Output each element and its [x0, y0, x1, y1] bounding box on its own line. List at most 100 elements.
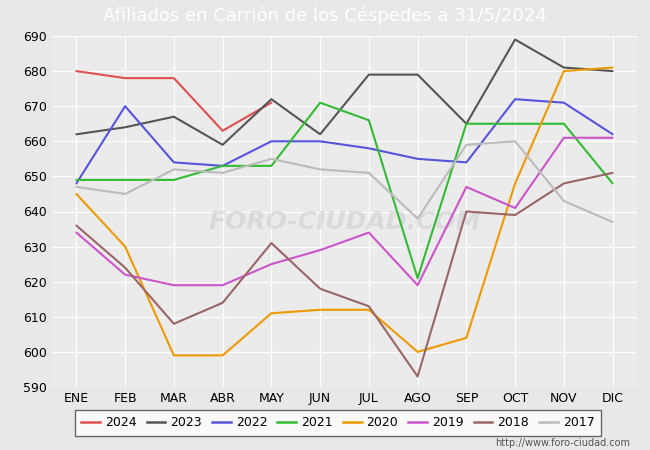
2020 [72, 191, 81, 197]
Text: FORO-CIUDAD.COM: FORO-CIUDAD.COM [208, 210, 481, 234]
2017 [72, 184, 81, 189]
2022 [560, 100, 568, 105]
2018 [413, 374, 421, 379]
2019 [316, 248, 324, 253]
2018 [218, 300, 227, 306]
2017 [463, 142, 471, 148]
2021 [218, 163, 227, 169]
2018 [365, 304, 373, 309]
2021 [170, 177, 178, 183]
2023 [72, 131, 81, 137]
2022 [170, 160, 178, 165]
2018 [316, 286, 324, 292]
2022 [365, 146, 373, 151]
2020 [511, 181, 519, 186]
Line: 2023: 2023 [77, 40, 612, 145]
2023 [121, 125, 129, 130]
2023 [268, 96, 276, 102]
2017 [365, 170, 373, 176]
2021 [560, 121, 568, 126]
2018 [511, 212, 519, 218]
2018 [608, 170, 616, 176]
2017 [413, 216, 421, 221]
2022 [218, 163, 227, 169]
2020 [463, 335, 471, 341]
2023 [511, 37, 519, 42]
2020 [316, 307, 324, 312]
2022 [608, 131, 616, 137]
2018 [72, 223, 81, 228]
Text: Afiliados en Carrión de los Céspedes a 31/5/2024: Afiliados en Carrión de los Céspedes a 3… [103, 6, 547, 25]
2023 [560, 65, 568, 70]
2019 [365, 230, 373, 235]
2024 [170, 76, 178, 81]
2021 [608, 181, 616, 186]
2019 [463, 184, 471, 189]
2020 [218, 353, 227, 358]
2020 [365, 307, 373, 312]
2023 [463, 121, 471, 126]
Line: 2022: 2022 [77, 99, 612, 184]
Line: 2020: 2020 [77, 68, 612, 356]
2023 [316, 131, 324, 137]
2023 [170, 114, 178, 119]
2018 [170, 321, 178, 327]
2021 [72, 177, 81, 183]
Line: 2024: 2024 [77, 71, 272, 131]
2020 [170, 353, 178, 358]
2022 [463, 160, 471, 165]
2018 [121, 265, 129, 270]
2021 [121, 177, 129, 183]
2019 [268, 261, 276, 267]
2019 [413, 283, 421, 288]
2024 [72, 68, 81, 74]
2017 [170, 166, 178, 172]
2017 [121, 191, 129, 197]
2021 [511, 121, 519, 126]
2017 [608, 219, 616, 225]
2023 [413, 72, 421, 77]
2022 [316, 139, 324, 144]
2022 [268, 139, 276, 144]
2019 [608, 135, 616, 140]
2017 [218, 170, 227, 176]
2017 [268, 156, 276, 162]
2023 [608, 68, 616, 74]
2017 [511, 139, 519, 144]
2020 [268, 310, 276, 316]
Line: 2021: 2021 [77, 103, 612, 278]
2018 [268, 240, 276, 246]
2020 [560, 68, 568, 74]
2021 [268, 163, 276, 169]
2018 [560, 181, 568, 186]
2020 [608, 65, 616, 70]
2021 [463, 121, 471, 126]
2022 [121, 104, 129, 109]
2019 [560, 135, 568, 140]
2023 [218, 142, 227, 148]
2021 [413, 275, 421, 281]
2024 [218, 128, 227, 134]
2022 [511, 96, 519, 102]
2024 [121, 76, 129, 81]
2022 [72, 181, 81, 186]
Line: 2018: 2018 [77, 173, 612, 377]
Legend: 2024, 2023, 2022, 2021, 2020, 2019, 2018, 2017: 2024, 2023, 2022, 2021, 2020, 2019, 2018… [75, 410, 601, 436]
Line: 2019: 2019 [77, 138, 612, 285]
2019 [511, 205, 519, 211]
2019 [121, 272, 129, 277]
2017 [316, 166, 324, 172]
2022 [413, 156, 421, 162]
Text: http://www.foro-ciudad.com: http://www.foro-ciudad.com [495, 438, 630, 448]
2023 [365, 72, 373, 77]
2017 [560, 198, 568, 204]
2021 [365, 117, 373, 123]
2019 [170, 283, 178, 288]
2021 [316, 100, 324, 105]
2019 [218, 283, 227, 288]
Line: 2017: 2017 [77, 141, 612, 222]
2018 [463, 209, 471, 214]
2024 [268, 100, 276, 105]
2020 [413, 349, 421, 355]
2020 [121, 244, 129, 249]
